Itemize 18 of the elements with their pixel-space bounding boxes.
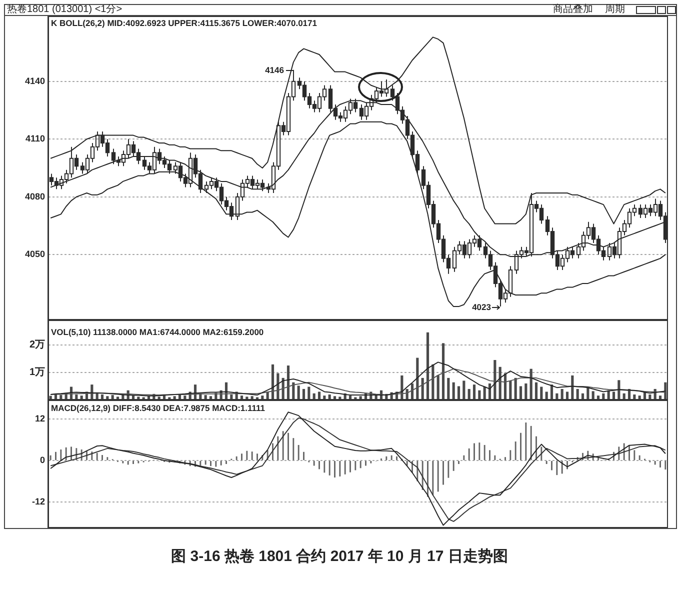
text: VOL(5,10) 11138.0000 MA1:6744.0000 MA2:6159.2000: [51, 327, 264, 337]
caption: 图 3-16 热卷 1801 合约 2017 年 10 月 17 日走势图: [171, 548, 508, 566]
y-tick-label: 4140: [24, 76, 45, 86]
y-tick-label: 1万: [29, 367, 45, 378]
annotation: 4023: [472, 302, 491, 312]
y-tick-label: -12: [32, 496, 45, 507]
y-tick-label: 4080: [24, 191, 45, 202]
y-tick-label: 0: [40, 455, 45, 466]
annotation: 4146: [265, 65, 284, 75]
y-tick-label: 4110: [25, 134, 45, 144]
chart-title: MACD(26,12,9) DIFF:8.5430 DEA:7.9875 MACD:1.1111: [51, 403, 266, 413]
text: 商品叠加: [553, 4, 593, 16]
y-tick-label: 2万: [29, 340, 45, 351]
text: 周期: [605, 4, 625, 16]
chart-title: 热卷1801 (013001) <1分>: [7, 4, 122, 15]
y-tick-label: 4050: [24, 249, 45, 260]
y-tick-label: 12: [34, 414, 45, 424]
chart-subtitle: K BOLL(26,2) MID:4092.6923 UPPER:4115.3675 LOWER:4070.0171: [51, 18, 317, 28]
